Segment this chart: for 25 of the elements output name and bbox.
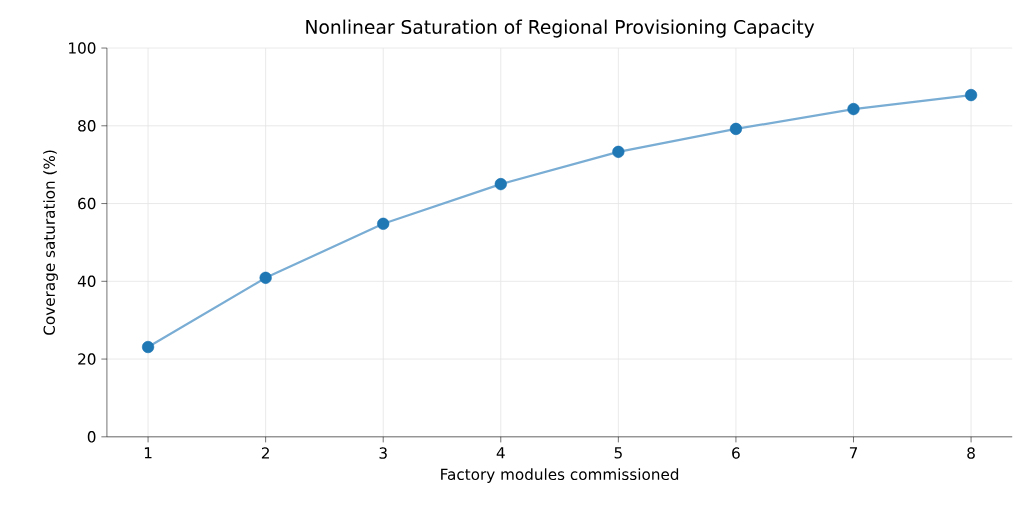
y-axis-title: Coverage saturation (%)	[43, 150, 58, 335]
point	[494, 177, 507, 191]
y-tick-label: 80	[78, 119, 96, 132]
point	[377, 217, 390, 230]
x-tick-label: 2	[261, 447, 269, 459]
y-tick-label: 20	[78, 353, 96, 365]
point	[964, 88, 978, 102]
point	[612, 145, 625, 158]
x-tick-label: 5	[614, 447, 622, 459]
y-tick-label: 60	[78, 197, 96, 210]
y-tick-label: 40	[77, 275, 96, 287]
x-tick-label: 1	[144, 447, 152, 459]
point	[847, 102, 860, 116]
point	[141, 340, 155, 353]
y-tick-label: 0	[87, 430, 96, 443]
y-tick-label: 100	[69, 42, 96, 54]
x-tick-label: 6	[732, 447, 740, 459]
point	[729, 122, 743, 135]
x-tick-label: 4	[496, 447, 505, 459]
point	[259, 271, 272, 284]
x-tick-label: 3	[379, 447, 387, 459]
chart-title: Nonlinear Saturation of Regional Provisioning Capacity	[306, 19, 815, 38]
x-tick-label: 7	[849, 447, 858, 459]
x-axis-title: Factory modules commissioned	[441, 468, 679, 483]
x-tick-label: 8	[967, 447, 975, 459]
